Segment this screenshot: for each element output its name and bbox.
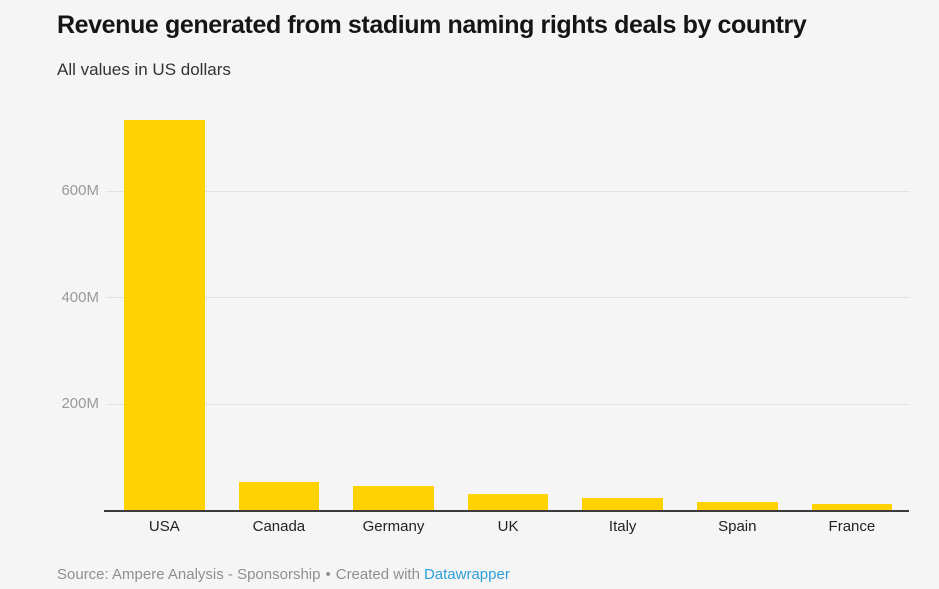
x-axis-line	[104, 510, 909, 512]
y-axis-tick-label: 400M	[61, 288, 99, 306]
chart-title: Revenue generated from stadium naming ri…	[57, 11, 807, 39]
source-line: Source: Ampere Analysis - Sponsorship • Cr…	[57, 566, 510, 583]
x-axis-label-france: France	[828, 518, 876, 535]
footer-separator: •	[325, 566, 331, 583]
y-axis-tick-label: 600M	[61, 182, 99, 200]
datawrapper-link[interactable]: Datawrapper	[423, 566, 510, 583]
gridline-600M	[106, 190, 910, 192]
bar-france[interactable]	[811, 504, 893, 511]
bar-usa[interactable]	[124, 120, 205, 511]
bar-spain[interactable]	[697, 502, 778, 511]
x-axis-label-uk: UK	[497, 518, 519, 535]
gridline-400M	[106, 297, 910, 299]
created-with-text: Created with	[335, 566, 420, 583]
x-axis-label-usa: USA	[148, 518, 180, 535]
bar-italy[interactable]	[582, 498, 663, 511]
x-axis-label-germany: Germany	[362, 518, 425, 535]
chart-subtitle: All values in US dollars	[57, 60, 231, 79]
y-axis-tick-label: 200M	[61, 395, 99, 413]
gridline-200M	[106, 403, 910, 405]
x-axis-label-canada: Canada	[252, 518, 306, 535]
x-axis-label-spain: Spain	[718, 518, 757, 535]
bar-canada[interactable]	[238, 482, 320, 511]
bar-germany[interactable]	[353, 485, 434, 511]
bar-uk[interactable]	[467, 494, 549, 511]
source-text: Source: Ampere Analysis - Sponsorship	[57, 566, 321, 583]
x-axis-label-italy: Italy	[608, 518, 637, 535]
